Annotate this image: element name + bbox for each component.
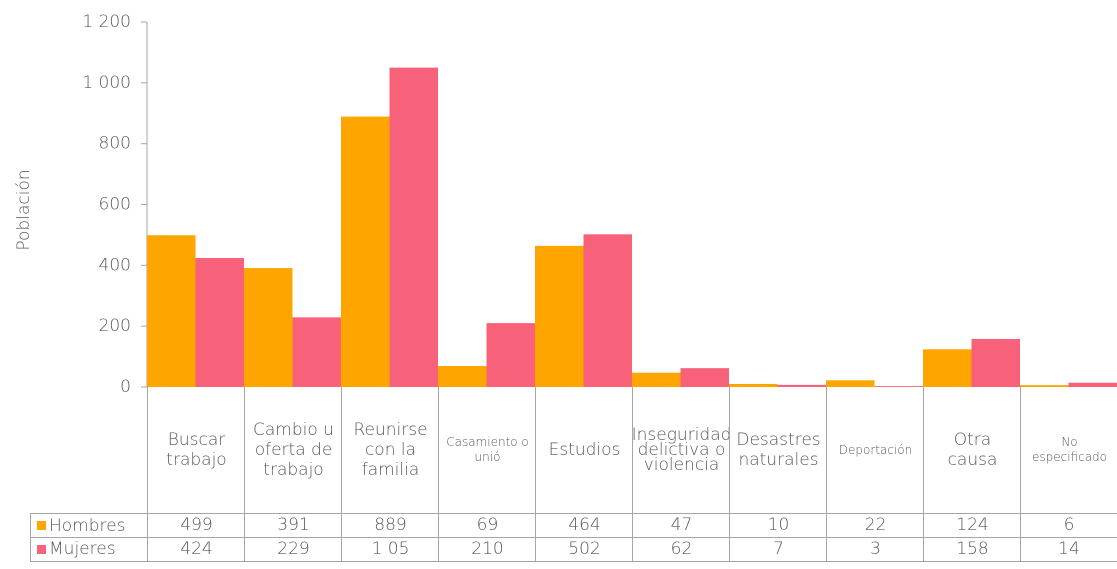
category-label: Reunirse con la familia: [341, 387, 439, 514]
table-value: 391: [244, 513, 342, 538]
y-tick-label: 1 000: [82, 73, 131, 93]
legend-entry: Mujeres: [30, 537, 148, 562]
bar: [292, 317, 341, 387]
table-value: 69: [438, 513, 536, 538]
bar: [147, 235, 196, 387]
table-value: 424: [147, 537, 245, 562]
table-value: 22: [826, 513, 924, 538]
category-label: Otra causa: [923, 387, 1021, 514]
table-value: 464: [535, 513, 633, 538]
bar: [195, 258, 244, 387]
bar: [341, 116, 390, 388]
category-label: No especificado: [1020, 387, 1117, 514]
table-value: 14: [1020, 537, 1117, 562]
table-value: 6: [1020, 513, 1117, 538]
table-value: 499: [147, 513, 245, 538]
y-axis-label: Población: [14, 169, 34, 250]
y-tick-label: 400: [99, 255, 131, 275]
table-value: 229: [244, 537, 342, 562]
y-tick-label: 1 200: [82, 12, 131, 32]
table-value: 124: [923, 513, 1021, 538]
legend-swatch: [37, 544, 46, 554]
y-tick-label: 800: [99, 134, 131, 154]
bar: [1068, 382, 1117, 387]
y-tick-label: 600: [99, 195, 131, 215]
table-value: 10: [729, 513, 827, 538]
bar: [729, 383, 778, 387]
table-value: 502: [535, 537, 633, 562]
bar: [923, 349, 972, 387]
table-value: 1 05: [341, 537, 439, 562]
y-tick-label: 0: [120, 377, 131, 397]
table-value: 47: [632, 513, 730, 538]
bar: [389, 67, 438, 387]
bar: [971, 338, 1020, 387]
bar: [777, 384, 826, 387]
category-label: Buscar trabajo: [147, 387, 245, 514]
bar: [874, 386, 923, 387]
legend-entry: Hombres: [30, 513, 148, 538]
table-value: 889: [341, 513, 439, 538]
legend-label: Mujeres: [49, 539, 116, 559]
category-label: Cambio u oferta de trabajo: [244, 387, 342, 514]
table-value: 7: [729, 537, 827, 562]
category-label: Casamiento o unió: [438, 387, 536, 514]
table-value: 210: [438, 537, 536, 562]
category-label: Estudios: [535, 387, 633, 514]
category-label: Inseguridad delictiva o violencia: [632, 387, 731, 514]
bar: [680, 368, 729, 387]
bar: [1020, 385, 1069, 387]
table-value: 3: [826, 537, 924, 562]
table-value: 62: [632, 537, 730, 562]
bar: [438, 366, 487, 387]
legend-swatch: [37, 521, 46, 530]
bar: [632, 372, 681, 387]
category-label: Deportación: [826, 387, 924, 514]
legend-label: Hombres: [49, 515, 126, 536]
bar: [244, 268, 293, 387]
y-tick-label: 200: [99, 316, 131, 336]
bar: [826, 380, 875, 387]
table-value: 158: [923, 537, 1021, 562]
category-label: Desastres naturales: [729, 387, 827, 514]
bar: [535, 245, 584, 387]
bar: [583, 234, 632, 387]
bar: [486, 323, 535, 387]
